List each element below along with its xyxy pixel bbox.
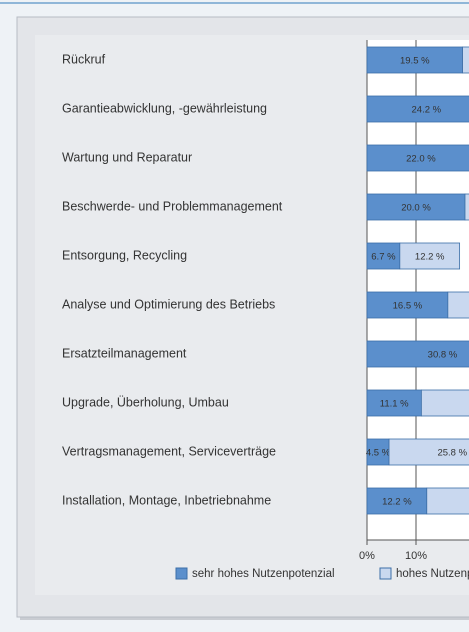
value-label: 24.2 % — [412, 105, 442, 116]
legend-swatch — [175, 567, 188, 580]
value-label: 6.7 % — [371, 252, 396, 263]
bar-segment — [420, 389, 469, 417]
bar-segment — [399, 242, 461, 270]
bar-segment — [366, 487, 428, 515]
category-label: Analyse und Optimierung des Betriebs — [62, 297, 275, 311]
value-label: 20.0 % — [401, 203, 431, 214]
category-label: Vertragsmanagement, Serviceverträge — [62, 444, 276, 458]
value-label: 12.2 % — [415, 252, 445, 263]
legend-label: hohes Nutzenpotenzial — [396, 568, 469, 580]
bar-segment — [366, 291, 449, 319]
category-label: Ersatzteilmanagement — [62, 346, 187, 360]
bar-segment — [462, 46, 469, 74]
value-label: 19.5 % — [400, 56, 430, 67]
value-label: 30.8 % — [428, 350, 458, 361]
category-label: Entsorgung, Recycling — [62, 248, 187, 262]
bar-segment — [366, 340, 469, 368]
legend-label: sehr hohes Nutzenpotenzial — [192, 568, 335, 580]
bar-segment — [366, 144, 469, 172]
bar-segment — [464, 193, 469, 221]
value-label: 11.1 % — [380, 399, 409, 410]
bar-segment — [388, 438, 469, 466]
bar-segment — [366, 46, 463, 74]
value-label: 12.2 % — [382, 497, 412, 508]
value-label: 16.5 % — [393, 301, 423, 312]
value-label: 25.8 % — [437, 448, 467, 459]
category-label: Installation, Montage, Inbetriebnahme — [62, 493, 271, 507]
value-label: 22.0 % — [406, 154, 436, 165]
bar-segment — [447, 291, 469, 319]
category-label: Beschwerde- und Problemmanagement — [62, 199, 283, 213]
x-tick-label: 10% — [405, 550, 427, 562]
legend-swatch — [379, 567, 392, 580]
bar-segment — [366, 389, 422, 417]
category-label: Garantieabwicklung, -gewährleistung — [62, 101, 267, 115]
bar-segment — [426, 487, 469, 515]
x-tick-label: 0% — [359, 550, 375, 562]
category-label: Wartung und Reparatur — [62, 150, 192, 164]
category-label: Rückruf — [62, 52, 106, 66]
value-label: 4.5 % — [366, 448, 391, 459]
category-label: Upgrade, Überholung, Umbau — [62, 395, 229, 409]
bar-segment — [366, 95, 469, 123]
